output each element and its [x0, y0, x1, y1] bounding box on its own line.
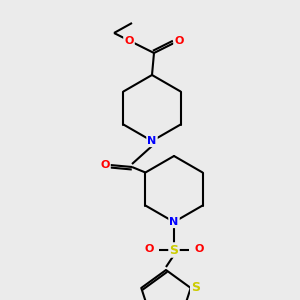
Text: O: O [144, 244, 154, 254]
Text: O: O [100, 160, 110, 170]
Text: O: O [194, 244, 204, 254]
Text: N: N [169, 217, 178, 227]
Text: O: O [174, 36, 184, 46]
Text: S: S [169, 244, 178, 256]
Text: N: N [147, 136, 157, 146]
Text: S: S [191, 281, 200, 295]
Text: O: O [124, 36, 134, 46]
